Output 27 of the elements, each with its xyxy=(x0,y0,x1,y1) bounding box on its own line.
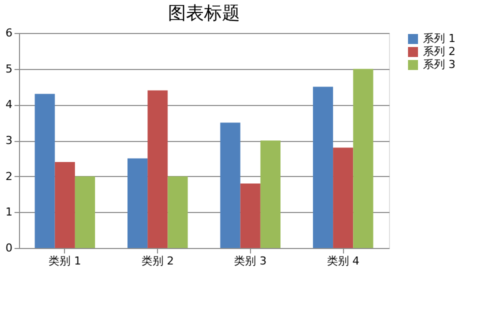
bar xyxy=(353,68,374,248)
bar xyxy=(312,86,334,248)
x-tick-label: 类别 4 xyxy=(326,254,360,268)
y-tick-label: 3 xyxy=(6,134,12,147)
legend-label: 系列 2 xyxy=(423,45,456,58)
bar xyxy=(168,176,188,248)
x-tick-label: 类别 1 xyxy=(48,254,82,268)
y-tick-label: 5 xyxy=(6,62,12,76)
x-tick-label: 类别 3 xyxy=(234,254,267,268)
bar xyxy=(127,158,148,248)
y-tick-label: 6 xyxy=(6,26,12,40)
bar xyxy=(34,94,55,248)
y-tick-label: 4 xyxy=(6,98,12,112)
x-tick-label: 类别 2 xyxy=(141,254,174,268)
y-tick-label: 1 xyxy=(6,206,12,219)
bar xyxy=(240,184,260,248)
bar xyxy=(220,122,240,248)
bar xyxy=(54,162,75,248)
chart-title: 图表标题 xyxy=(168,3,240,24)
bar xyxy=(333,148,354,248)
y-tick-label: 2 xyxy=(6,170,12,183)
legend-label: 系列 1 xyxy=(423,32,456,45)
bar xyxy=(260,140,281,248)
y-tick-label: 0 xyxy=(6,242,12,254)
bar xyxy=(148,90,168,248)
legend-label: 系列 3 xyxy=(423,58,456,71)
bar xyxy=(74,176,96,248)
